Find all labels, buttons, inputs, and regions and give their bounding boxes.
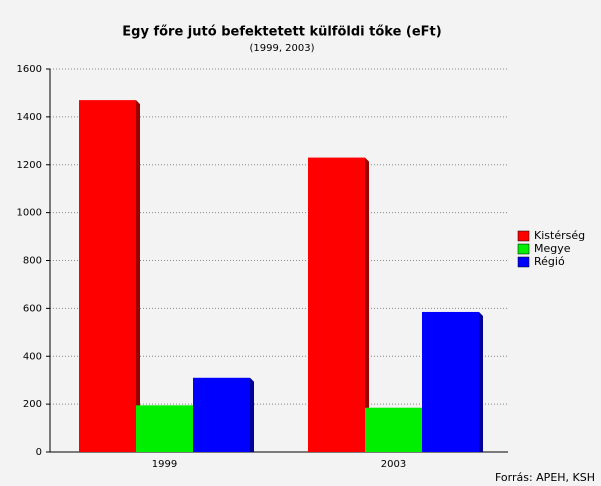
x-tick-label: 1999: [152, 459, 177, 470]
bar: [422, 311, 479, 452]
y-tick-label: 1200: [17, 160, 42, 171]
legend-swatch: [517, 243, 530, 255]
source-note: Forrás: APEH, KSH: [495, 471, 595, 484]
bar: [193, 377, 250, 452]
legend-label: Megye: [534, 242, 571, 255]
x-tick-label: 2003: [381, 459, 406, 470]
bar: [79, 100, 136, 453]
y-tick-label: 0: [36, 447, 42, 458]
y-tick-label: 1600: [17, 64, 42, 75]
bar: [136, 405, 193, 452]
chart-title: Egy főre jutó befektetett külföldi tőke …: [122, 25, 441, 40]
y-tick-label: 200: [23, 399, 42, 410]
y-tick-label: 400: [23, 351, 42, 362]
bar-shade: [479, 311, 483, 452]
legend-label: Kistérség: [534, 229, 585, 242]
bar: [365, 407, 422, 452]
y-tick-label: 1000: [17, 208, 42, 219]
bar-shade: [250, 377, 254, 452]
legend-label: Régió: [534, 255, 565, 268]
bar-shade: [365, 157, 369, 452]
y-tick-label: 800: [23, 256, 42, 267]
legend-swatch: [517, 230, 530, 242]
chart-subtitle: (1999, 2003): [249, 43, 314, 54]
legend-swatch: [517, 256, 530, 268]
y-tick-label: 1400: [17, 112, 42, 123]
bar: [308, 157, 365, 452]
y-tick-label: 600: [23, 303, 42, 314]
bar-shade: [136, 100, 140, 453]
